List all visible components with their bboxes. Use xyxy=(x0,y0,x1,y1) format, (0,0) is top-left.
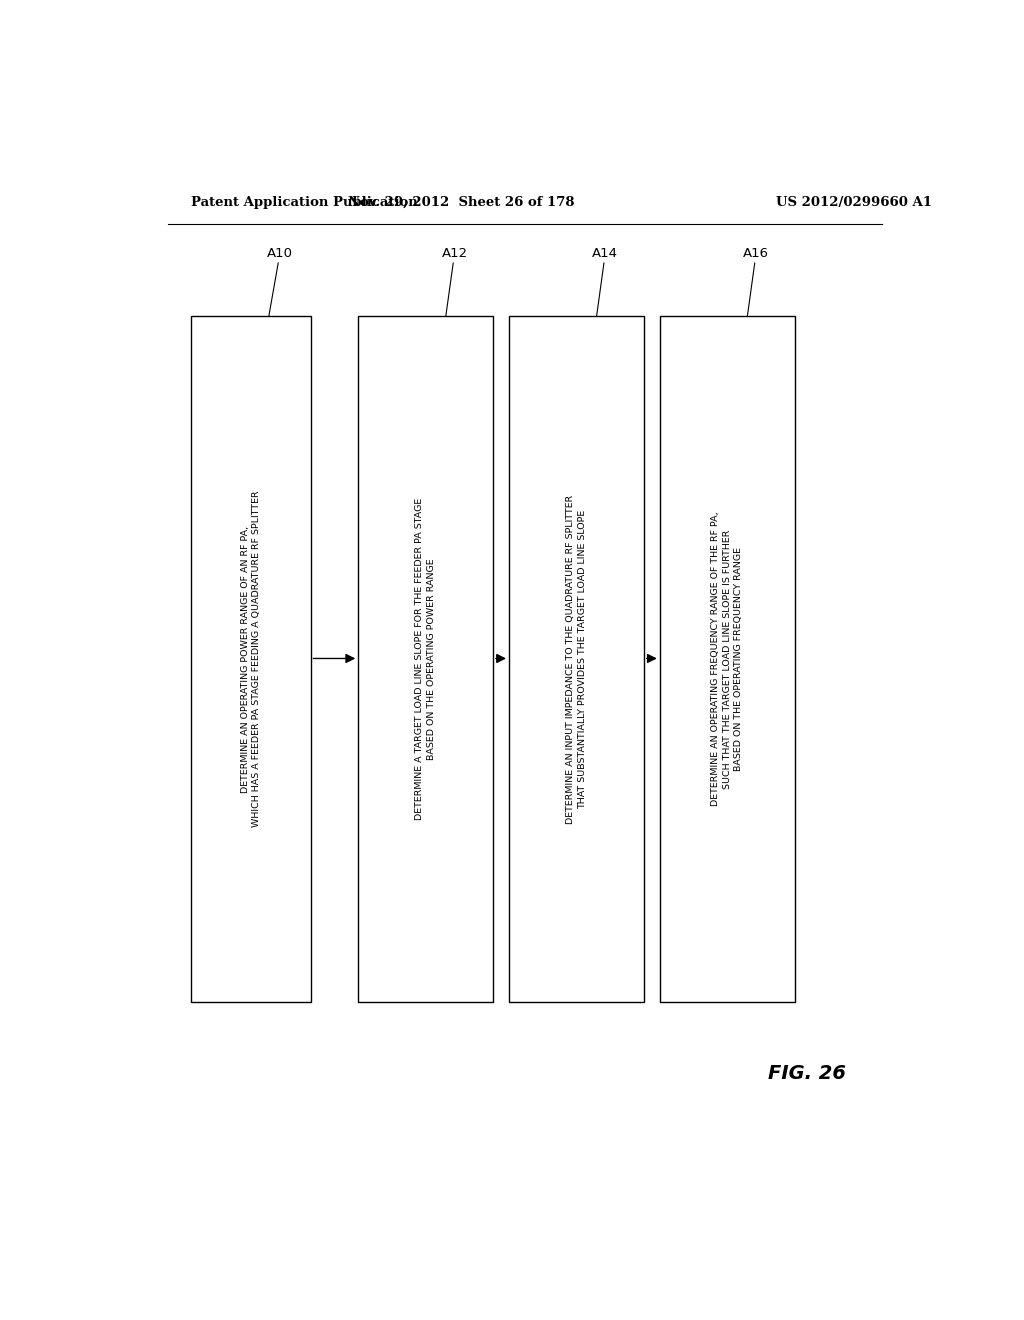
Text: DETERMINE AN INPUT IMPEDANCE TO THE QUADRATURE RF SPLITTER
THAT SUBSTANTIALLY PR: DETERMINE AN INPUT IMPEDANCE TO THE QUAD… xyxy=(566,495,587,824)
Text: US 2012/0299660 A1: US 2012/0299660 A1 xyxy=(776,195,932,209)
Text: A16: A16 xyxy=(743,247,769,315)
Text: FIG. 26: FIG. 26 xyxy=(768,1064,846,1082)
Text: DETERMINE AN OPERATING FREQUENCY RANGE OF THE RF PA,
SUCH THAT THE TARGET LOAD L: DETERMINE AN OPERATING FREQUENCY RANGE O… xyxy=(711,512,743,807)
Bar xyxy=(191,315,310,1002)
Bar xyxy=(659,315,795,1002)
Bar xyxy=(358,315,494,1002)
Text: Nov. 29, 2012  Sheet 26 of 178: Nov. 29, 2012 Sheet 26 of 178 xyxy=(348,195,574,209)
Text: A10: A10 xyxy=(267,247,293,315)
Text: DETERMINE A TARGET LOAD LINE SLOPE FOR THE FEEDER PA STAGE
BASED ON THE OPERATIN: DETERMINE A TARGET LOAD LINE SLOPE FOR T… xyxy=(415,498,436,820)
Bar xyxy=(509,315,644,1002)
Text: DETERMINE AN OPERATING POWER RANGE OF AN RF PA,
WHICH HAS A FEEDER PA STAGE FEED: DETERMINE AN OPERATING POWER RANGE OF AN… xyxy=(241,491,261,828)
Text: A14: A14 xyxy=(592,247,618,315)
Text: A12: A12 xyxy=(441,247,468,315)
Text: Patent Application Publication: Patent Application Publication xyxy=(191,195,418,209)
